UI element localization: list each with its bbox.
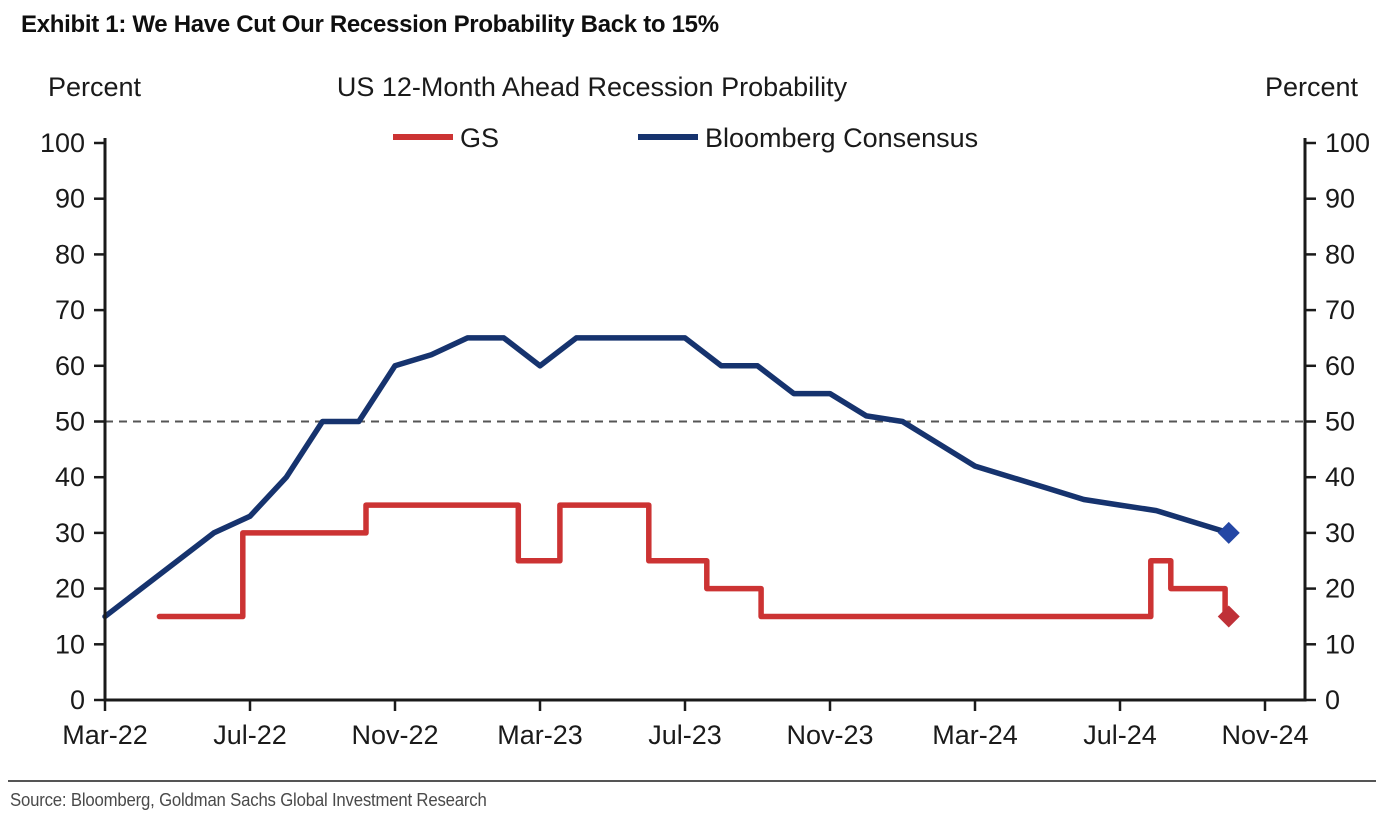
x-tick-label-mar-22: Mar-22 xyxy=(62,720,148,750)
y-tick-label-right-60: 60 xyxy=(1325,351,1355,381)
y-tick-label-left-40: 40 xyxy=(55,462,85,492)
y-tick-label-left-100: 100 xyxy=(40,128,85,158)
y-tick-label-right-80: 80 xyxy=(1325,239,1355,269)
y-tick-label-right-20: 20 xyxy=(1325,574,1355,604)
x-tick-label-jul-22: Jul-22 xyxy=(213,720,287,750)
y-tick-label-right-40: 40 xyxy=(1325,462,1355,492)
x-tick-label-mar-24: Mar-24 xyxy=(932,720,1018,750)
x-tick-label-nov-24: Nov-24 xyxy=(1221,720,1308,750)
y-tick-label-left-70: 70 xyxy=(55,295,85,325)
x-tick-label-jul-24: Jul-24 xyxy=(1083,720,1157,750)
y-tick-label-left-20: 20 xyxy=(55,574,85,604)
y-tick-label-right-50: 50 xyxy=(1325,407,1355,437)
x-tick-label-mar-23: Mar-23 xyxy=(497,720,583,750)
legend-label-gs: GS xyxy=(460,123,499,153)
y-tick-label-left-0: 0 xyxy=(70,685,85,715)
chart-title: US 12-Month Ahead Recession Probability xyxy=(337,72,848,102)
y-tick-label-left-30: 30 xyxy=(55,518,85,548)
left-axis-title: Percent xyxy=(48,72,142,102)
y-tick-label-right-90: 90 xyxy=(1325,184,1355,214)
y-tick-label-left-10: 10 xyxy=(55,629,85,659)
exhibit-title: Exhibit 1: We Have Cut Our Recession Pro… xyxy=(21,11,719,38)
x-tick-label-nov-23: Nov-23 xyxy=(786,720,873,750)
x-tick-label-jul-23: Jul-23 xyxy=(648,720,722,750)
y-tick-label-right-10: 10 xyxy=(1325,629,1355,659)
series-gs-end-marker xyxy=(1217,605,1240,628)
source-text: Source: Bloomberg, Goldman Sachs Global … xyxy=(10,790,487,810)
footer-divider xyxy=(8,780,1376,782)
series-bloomberg-consensus-line xyxy=(102,335,1232,620)
y-tick-label-right-70: 70 xyxy=(1325,295,1355,325)
legend-label-bloomberg-consensus: Bloomberg Consensus xyxy=(705,123,978,153)
series-bloomberg-consensus-end-marker xyxy=(1217,521,1240,544)
y-tick-label-right-30: 30 xyxy=(1325,518,1355,548)
y-tick-label-left-90: 90 xyxy=(55,184,85,214)
y-tick-label-right-0: 0 xyxy=(1325,685,1340,715)
recession-probability-chart: Percent Percent US 12-Month Ahead Recessio… xyxy=(40,72,1370,750)
right-axis-title: Percent xyxy=(1265,72,1359,102)
series-gs-line xyxy=(156,502,1232,620)
y-tick-label-left-60: 60 xyxy=(55,351,85,381)
y-tick-label-left-50: 50 xyxy=(55,407,85,437)
y-tick-label-left-80: 80 xyxy=(55,239,85,269)
y-tick-label-right-100: 100 xyxy=(1325,128,1370,158)
x-tick-label-nov-22: Nov-22 xyxy=(351,720,438,750)
